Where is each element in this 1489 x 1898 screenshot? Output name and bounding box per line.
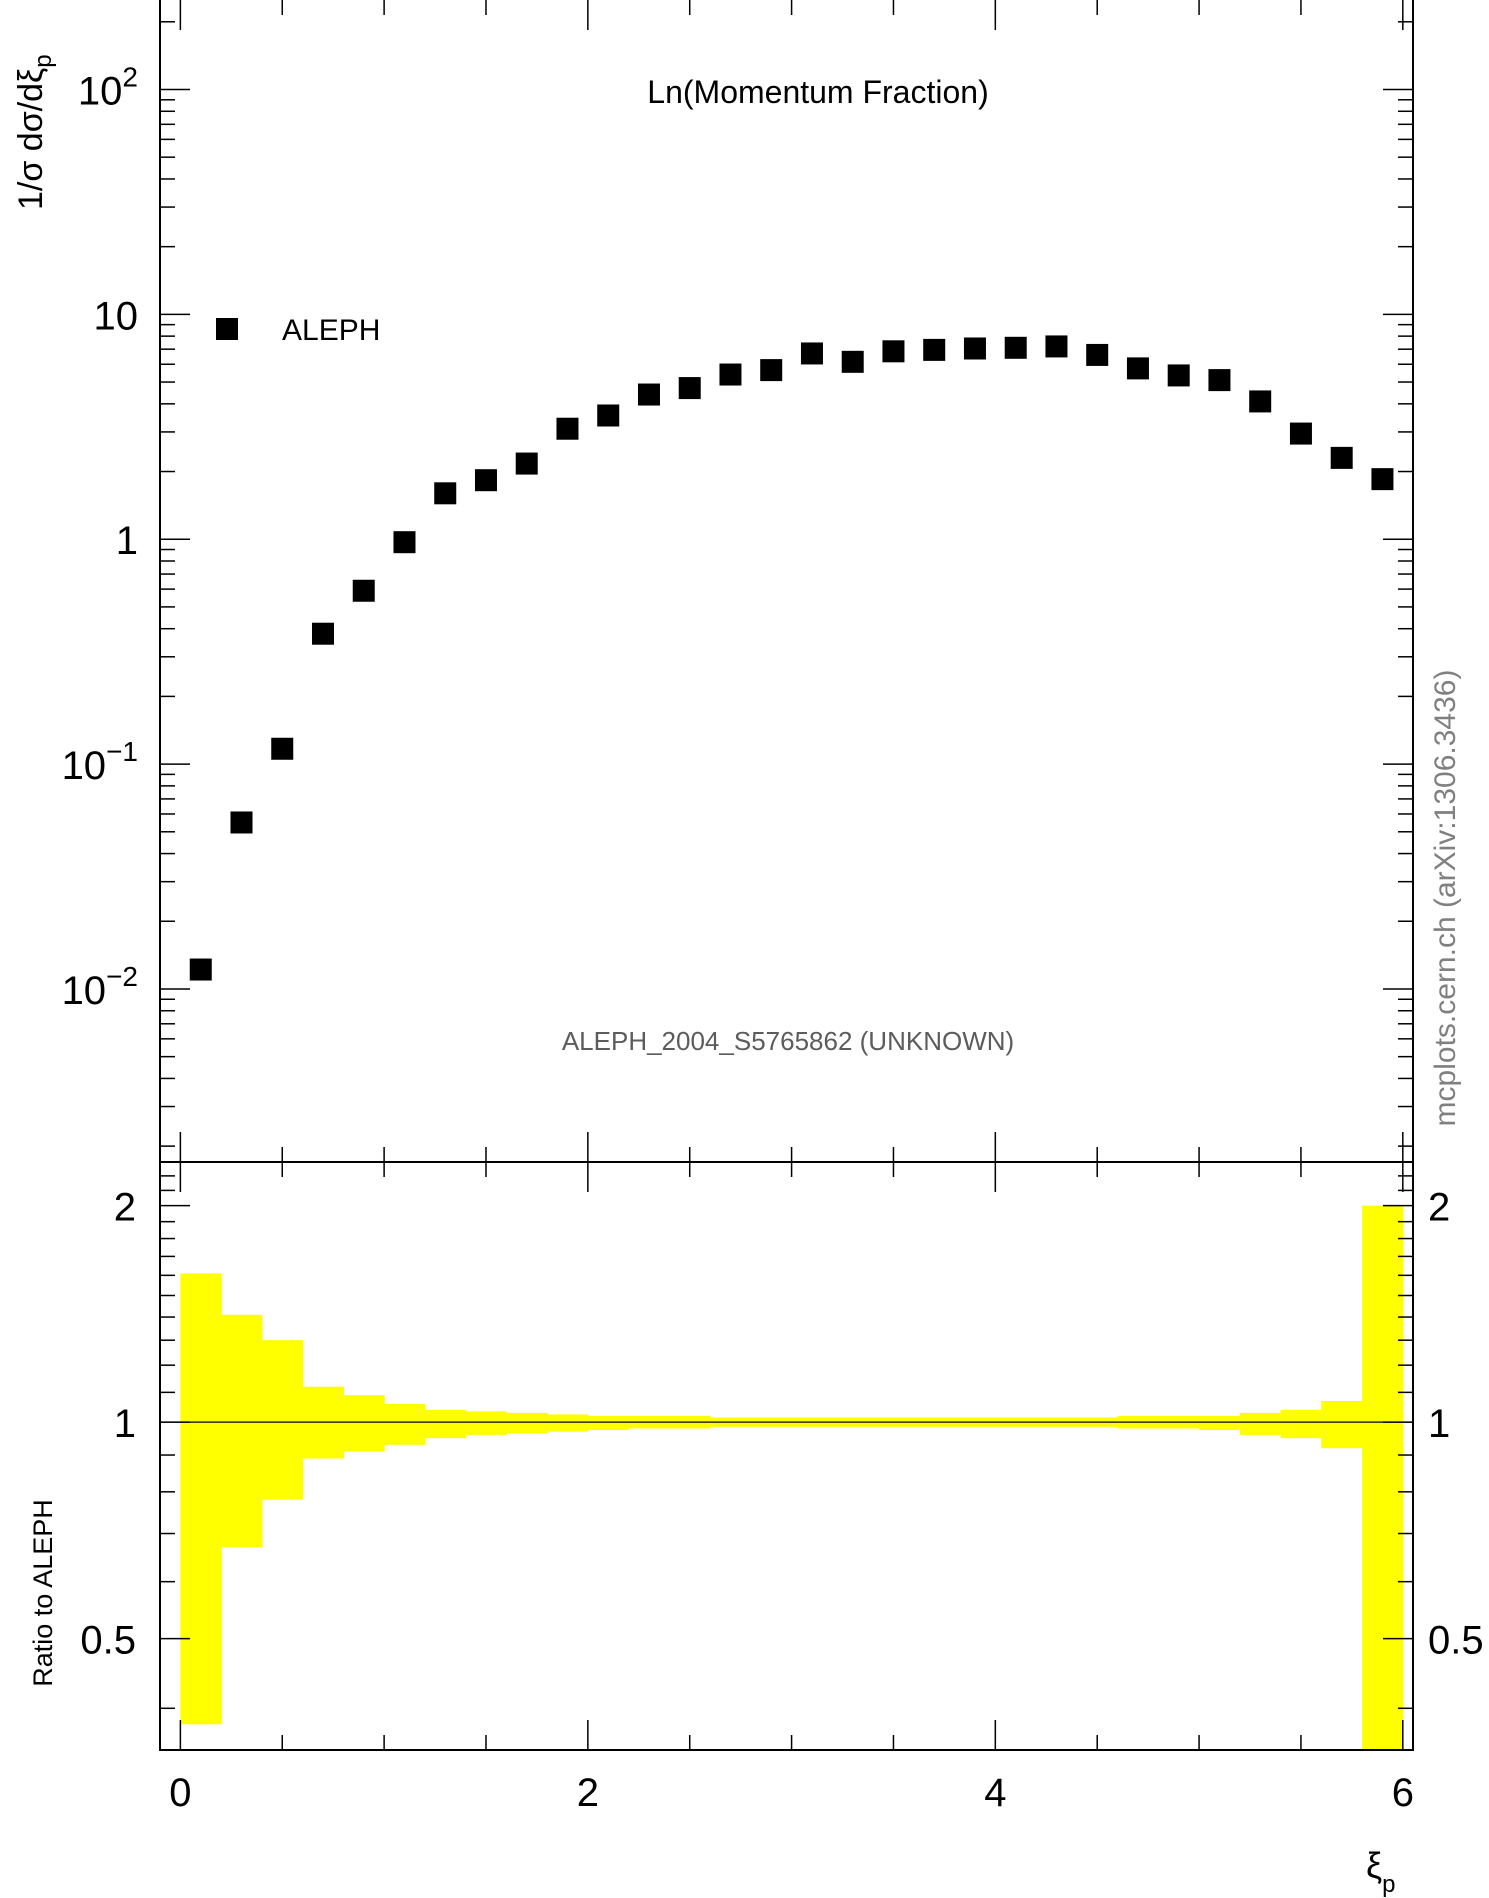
- data-point: [882, 340, 905, 363]
- main-plot-frame: [159, 0, 1414, 1163]
- main-axis-ticks: 10−2 10−1 1 10 102: [62, 0, 1413, 1162]
- ratio-y-tick-label: 1: [114, 1402, 136, 1446]
- chart-title: Ln(Momentum Fraction): [647, 74, 988, 110]
- data-point: [1249, 390, 1272, 413]
- ratio-band-bin: [506, 1412, 548, 1434]
- main-data-points: [189, 335, 1394, 981]
- ratio-band-bin: [1239, 1412, 1282, 1435]
- data-point: [515, 452, 538, 475]
- data-point: [352, 579, 375, 602]
- data-point: [760, 359, 783, 382]
- data-point: [434, 482, 457, 505]
- data-point: [1330, 446, 1353, 469]
- watermark-text: mcplots.cern.ch (arXiv:1306.3436): [1429, 670, 1462, 1127]
- ratio-band-bin: [343, 1395, 385, 1452]
- ratio-band-bin: [1199, 1415, 1241, 1431]
- data-point: [1004, 336, 1027, 359]
- data-point: [923, 338, 946, 361]
- legend-marker: [216, 318, 238, 340]
- ratio-axis-ticks: 0 2 4 6 0.5 0.5 1 1 2 2: [80, 1162, 1484, 1815]
- x-tick-label: 6: [1392, 1771, 1414, 1815]
- data-point: [189, 958, 212, 981]
- data-point: [1045, 335, 1068, 358]
- x-tick-label: 2: [577, 1771, 599, 1815]
- data-point: [474, 469, 497, 492]
- ratio-y-axis-label: Ratio to ALEPH: [28, 1499, 58, 1687]
- ratio-band-bin: [1321, 1400, 1363, 1449]
- data-point: [1086, 343, 1109, 366]
- data-point: [597, 404, 620, 427]
- ratio-y-tick-label-right: 1: [1428, 1402, 1450, 1446]
- data-point: [1289, 422, 1312, 445]
- ratio-band-bin: [221, 1314, 263, 1548]
- ratio-band-bin: [424, 1409, 467, 1439]
- ratio-band-bin: [1362, 1205, 1404, 1750]
- main-y-axis-label: 1/σ dσ/dξp: [12, 54, 57, 210]
- ratio-y-tick-label-right: 2: [1428, 1186, 1450, 1230]
- ratio-band-bin: [384, 1403, 426, 1445]
- data-point: [719, 363, 742, 386]
- data-point: [1208, 369, 1231, 392]
- data-point: [271, 737, 294, 760]
- data-point: [1126, 357, 1149, 380]
- y-tick-label: 10−1: [62, 736, 138, 788]
- data-point: [678, 377, 701, 400]
- y-tick-label: 10: [94, 294, 139, 338]
- data-point: [963, 337, 986, 360]
- data-point: [311, 622, 334, 645]
- data-point: [800, 342, 823, 365]
- ratio-band-bin: [1280, 1409, 1322, 1439]
- ratio-band-bin: [180, 1273, 222, 1725]
- y-tick-label: 10−2: [62, 961, 138, 1013]
- ratio-band-bin: [547, 1414, 589, 1432]
- legend-label: ALEPH: [282, 314, 380, 347]
- x-axis-label: ξp: [1366, 1845, 1395, 1898]
- y-tick-label: 102: [78, 61, 138, 113]
- y-tick-label: 1: [116, 519, 138, 563]
- ratio-plot-frame: [159, 1161, 1414, 1751]
- data-point: [841, 350, 864, 373]
- chart-subtitle: ALEPH_2004_S5765862 (UNKNOWN): [562, 1026, 1014, 1056]
- ratio-y-tick-label-right: 0.5: [1428, 1619, 1484, 1663]
- ratio-y-tick-label: 0.5: [80, 1619, 136, 1663]
- ratio-band-bin: [587, 1415, 630, 1431]
- data-point: [637, 383, 660, 406]
- ratio-band-bin: [261, 1340, 304, 1500]
- ratio-band: [180, 1205, 1404, 1750]
- x-tick-label: 4: [984, 1771, 1006, 1815]
- data-point: [1371, 468, 1394, 491]
- data-point: [393, 531, 416, 554]
- data-point: [230, 811, 253, 834]
- ratio-band-bin: [465, 1411, 507, 1435]
- x-tick-label: 0: [169, 1771, 191, 1815]
- data-point: [556, 417, 579, 440]
- ratio-y-tick-label: 2: [114, 1186, 136, 1230]
- data-point: [1167, 364, 1190, 387]
